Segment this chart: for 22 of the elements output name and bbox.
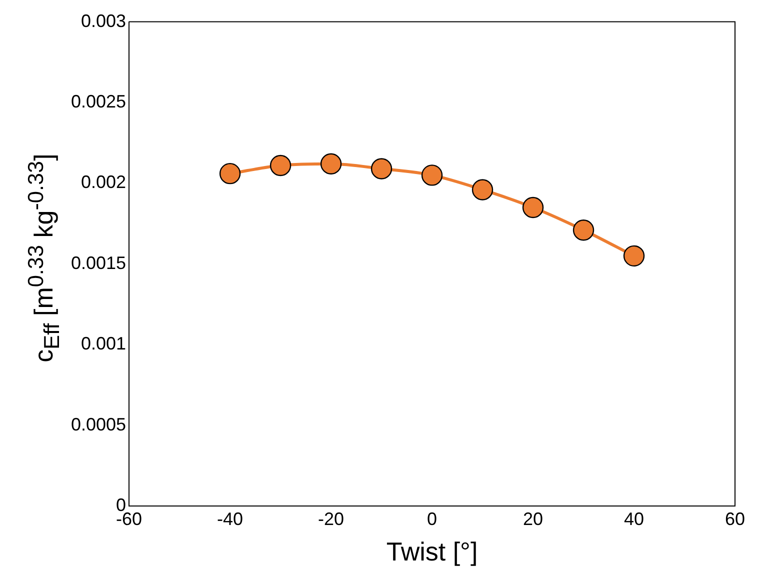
x-tick-label: 0 <box>427 508 438 529</box>
point <box>572 219 594 241</box>
point <box>270 154 292 176</box>
x-tick-label: 20 <box>523 508 544 529</box>
point <box>623 245 645 267</box>
y-tick-label: 0.0025 <box>70 92 126 112</box>
point <box>472 179 494 200</box>
point <box>320 153 342 174</box>
y-tick-label: 0.0005 <box>70 414 126 434</box>
point <box>522 196 544 218</box>
x-tick-label: -20 <box>318 508 344 529</box>
y-tick-label: 0.002 <box>81 172 126 192</box>
point <box>421 164 443 186</box>
x-tick-label: 60 <box>724 508 746 529</box>
y-tick-label: 0.001 <box>81 334 126 354</box>
x-axis-title: Twist [°] <box>386 536 478 567</box>
x-tick-label: -40 <box>217 508 244 529</box>
point <box>370 158 392 180</box>
x-tick-label: 40 <box>624 508 644 529</box>
y-tick-label: 0.0015 <box>70 252 126 273</box>
point <box>219 162 241 184</box>
y-tick-label: 0.003 <box>81 10 126 31</box>
